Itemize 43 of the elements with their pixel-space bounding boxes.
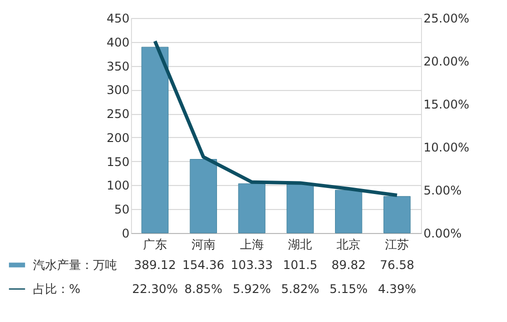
x-tick-label: 北京 xyxy=(336,238,361,252)
y-tick-label: 300 xyxy=(106,83,130,98)
bar xyxy=(190,159,217,234)
bar xyxy=(335,190,362,234)
data-label: 5.15% xyxy=(330,282,368,296)
x-tick-label: 广东 xyxy=(142,238,167,252)
x-tick-label: 湖北 xyxy=(288,238,312,252)
data-label: 76.58 xyxy=(380,258,414,272)
data-label: 22.30% xyxy=(132,282,178,296)
y-tick-label: 100 xyxy=(106,178,130,193)
y-tick-label: 50 xyxy=(114,202,130,217)
data-label: 103.33 xyxy=(230,258,273,272)
y-tick-label: 450 xyxy=(106,12,130,26)
x-tick-label: 江苏 xyxy=(385,238,410,252)
y-tick-label: 350 xyxy=(106,59,130,74)
y-tick-label: 400 xyxy=(106,35,130,50)
data-label: 89.82 xyxy=(331,258,366,272)
x-tick-label: 河南 xyxy=(191,238,216,252)
data-label: 101.5 xyxy=(283,258,318,272)
data-label: 5.82% xyxy=(281,282,320,296)
data-label: 389.12 xyxy=(134,258,176,272)
x-tick-label: 上海 xyxy=(240,238,264,252)
y2-tick-label: 10.00% xyxy=(424,140,470,154)
data-label: 8.85% xyxy=(184,282,222,296)
y2-tick-label: 0.00% xyxy=(424,226,462,240)
legend-label: 占比：% xyxy=(33,282,80,296)
bar xyxy=(383,196,411,234)
y2-tick-label: 25.00% xyxy=(424,12,470,26)
y-tick-label: 200 xyxy=(106,130,130,145)
legend-label: 汽水产量：万吨 xyxy=(33,258,117,272)
y-tick-label: 250 xyxy=(106,107,130,122)
data-label: 5.92% xyxy=(232,282,271,296)
y2-tick-label: 20.00% xyxy=(424,54,470,68)
bar xyxy=(238,183,266,234)
data-label: 4.39% xyxy=(378,282,416,296)
y-tick-label: 150 xyxy=(106,154,130,169)
bar xyxy=(141,46,169,234)
y-tick-label: 0 xyxy=(122,226,130,240)
y2-tick-label: 5.00% xyxy=(424,184,462,198)
bar xyxy=(286,184,314,234)
y2-tick-label: 15.00% xyxy=(424,98,470,112)
data-label: 154.36 xyxy=(182,258,224,272)
line-series xyxy=(153,39,399,197)
